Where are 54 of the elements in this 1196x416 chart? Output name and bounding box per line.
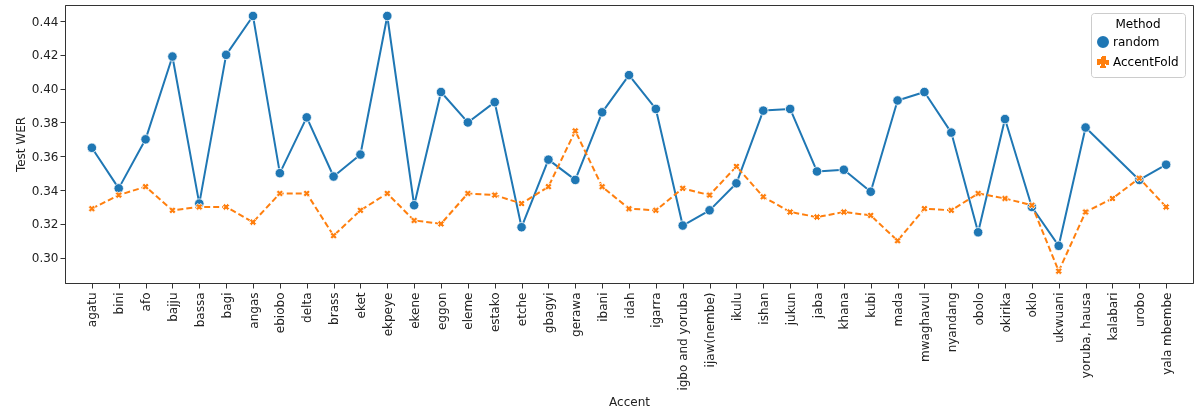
y-tick-label: 0.44	[31, 14, 59, 29]
x-tick-label: kalabari	[1105, 292, 1120, 341]
y-tick-label: 0.34	[31, 183, 59, 198]
x-tick-label: afo	[139, 292, 154, 312]
x-tick-label: gbagyi	[541, 292, 556, 334]
legend-title: Method	[1115, 17, 1161, 31]
x-tick-label: ekene	[407, 292, 422, 329]
x-tick-label: oklo	[1025, 292, 1040, 318]
x-tick-label: igbo and yoruba	[676, 292, 691, 391]
x-tick-label: ikulu	[729, 292, 744, 321]
x-tick-label: jaba	[810, 292, 825, 320]
x-tick-label: ijaw(nembe)	[703, 292, 718, 368]
x-tick-label: estako	[488, 292, 503, 333]
x-tick-label: bagi	[219, 292, 234, 319]
x-tick-label: gerawa	[568, 292, 583, 337]
x-tick-label: bini	[112, 292, 127, 315]
y-tick-label: 0.36	[31, 149, 59, 164]
y-tick-label: 0.42	[31, 48, 59, 63]
x-tick-label: okirika	[998, 292, 1013, 333]
x-tick-label: ishan	[756, 292, 771, 325]
y-tick-label: 0.38	[31, 115, 59, 130]
x-tick-label: eket	[353, 292, 368, 319]
x-tick-label: mwaghavul	[917, 292, 932, 362]
legend-label: random	[1113, 35, 1160, 49]
x-tick-label: ukwuani	[1052, 292, 1067, 343]
x-tick-label: angas	[246, 292, 261, 329]
x-tick-label: igarra	[649, 292, 664, 328]
x-tick-label: obolo	[971, 292, 986, 326]
x-tick-label: delta	[300, 292, 315, 323]
x-tick-label: bassa	[192, 292, 207, 328]
legend-label: AccentFold	[1113, 55, 1179, 69]
x-tick-label: khana	[837, 292, 852, 330]
x-tick-label: mada	[891, 292, 906, 327]
x-tick-label: brass	[327, 292, 342, 325]
y-tick-label: 0.32	[31, 217, 59, 232]
x-tick-label: kubi	[864, 292, 879, 318]
x-tick-label: yala mbembe	[1159, 292, 1174, 375]
x-tick-label: nyandang	[944, 292, 959, 353]
x-tick-label: jukun	[783, 292, 798, 327]
y-axis-title: Test WER	[13, 116, 28, 174]
x-tick-label: ebiobo	[273, 292, 288, 334]
y-tick-label: 0.30	[31, 251, 59, 266]
x-tick-label: eggon	[434, 292, 449, 331]
x-tick-label: agatu	[85, 292, 100, 328]
x-tick-label: ibani	[595, 292, 610, 322]
x-tick-label: idah	[622, 292, 637, 319]
x-tick-label: eleme	[461, 292, 476, 330]
y-tick-label: 0.40	[31, 82, 59, 97]
x-axis-title: Accent	[609, 394, 651, 409]
x-tick-label: ekpeye	[380, 292, 395, 337]
x-tick-label: urobo	[1132, 292, 1147, 328]
x-tick-label: bajju	[165, 292, 180, 322]
x-tick-label: etche	[515, 292, 530, 327]
x-tick-label: yoruba, hausa	[1079, 292, 1094, 379]
